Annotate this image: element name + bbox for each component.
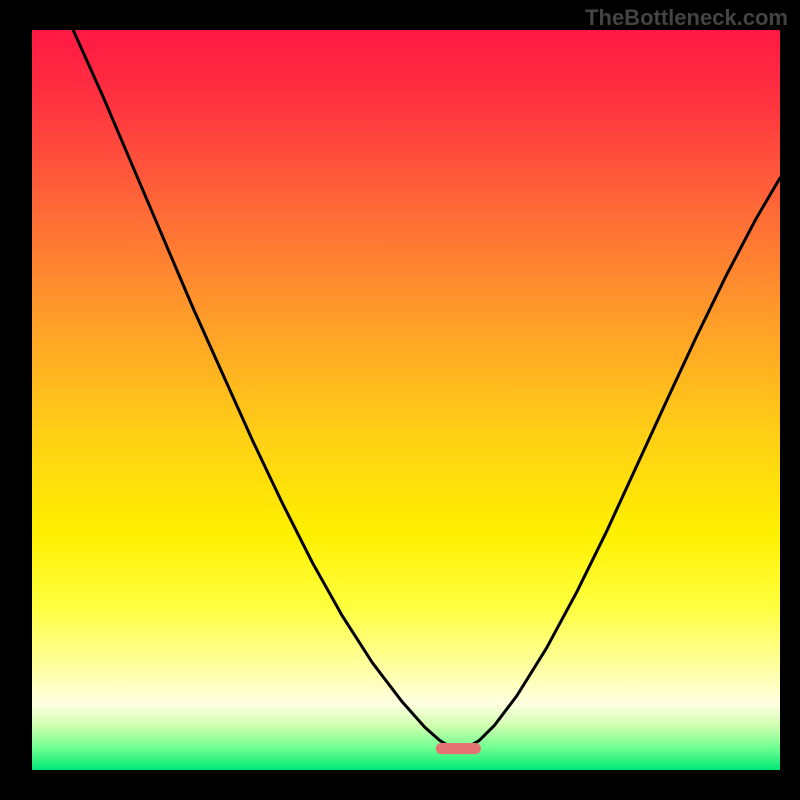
watermark-text: TheBottleneck.com — [585, 5, 788, 31]
chart-container: TheBottleneck.com — [0, 0, 800, 800]
bottleneck-chart — [0, 0, 800, 800]
optimum-marker — [436, 743, 481, 754]
